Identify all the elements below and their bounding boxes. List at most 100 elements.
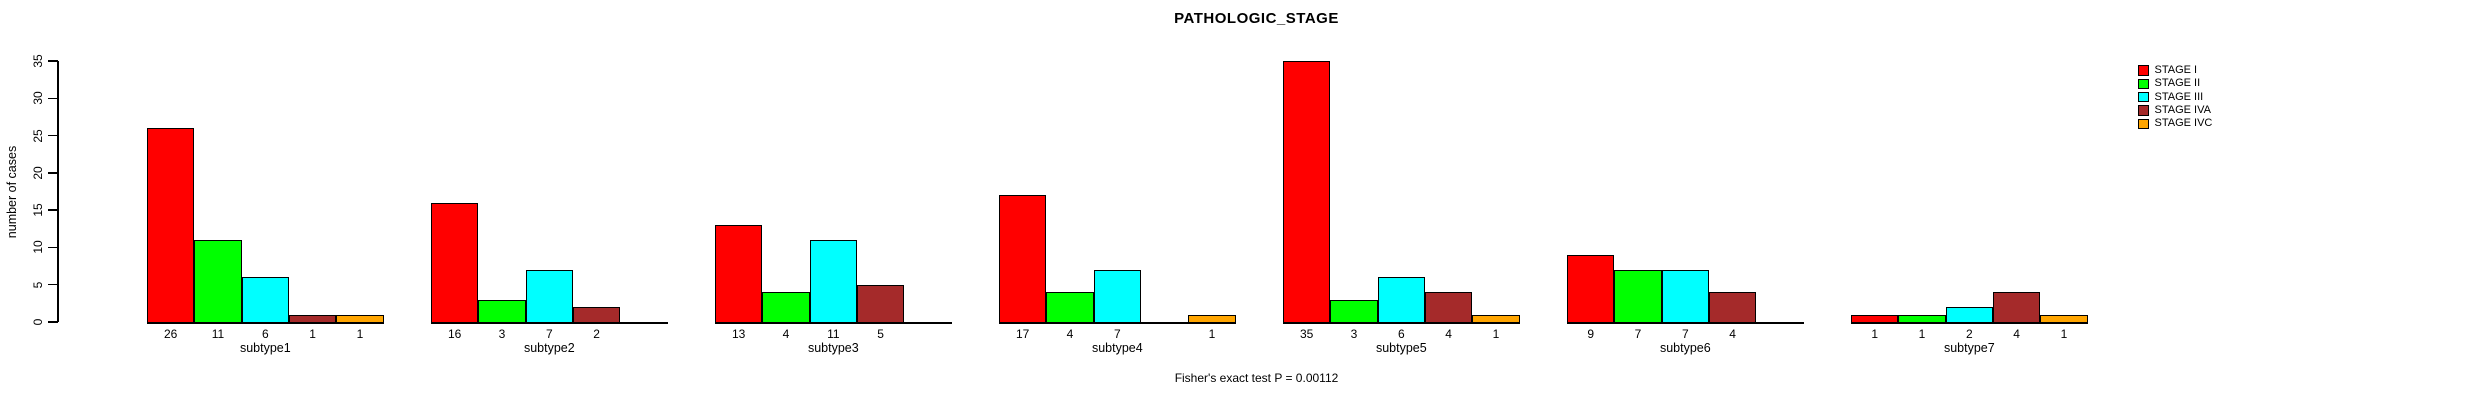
stage-i-swatch bbox=[2138, 65, 2149, 76]
bar-subtype7-stage-i bbox=[1851, 314, 1899, 324]
y-tick-label: 30 bbox=[31, 91, 45, 105]
bar-subtype7-stage-iva bbox=[1992, 292, 2041, 324]
category-label: subtype4 bbox=[1091, 341, 1143, 355]
bar-value-label: 7 bbox=[1634, 327, 1642, 341]
stage-iii-swatch bbox=[2138, 91, 2149, 103]
bar-subtype1-stage-ii bbox=[194, 239, 242, 324]
bar-subtype4-stage-ii bbox=[1046, 292, 1094, 324]
bar-subtype2-stage-iii bbox=[525, 269, 573, 324]
bar-subtype4-stage-ivc bbox=[1188, 314, 1236, 324]
bar-value-label: 1 bbox=[1871, 327, 1878, 341]
y-tick-label: 35 bbox=[31, 54, 45, 68]
legend-item: STAGE I bbox=[2138, 64, 2212, 77]
y-tick-label: 5 bbox=[31, 281, 45, 289]
y-tick bbox=[48, 60, 58, 62]
bar-subtype3-stage-i bbox=[715, 225, 763, 324]
bar-subtype6-stage-i bbox=[1567, 254, 1615, 324]
bar-subtype1-stage-iva bbox=[288, 314, 337, 324]
y-axis-line bbox=[57, 61, 59, 322]
bar-subtype5-stage-i bbox=[1283, 61, 1331, 324]
legend-label: STAGE IVC bbox=[2154, 117, 2213, 130]
bar-subtype5-stage-ivc bbox=[1472, 314, 1520, 324]
y-tick bbox=[48, 172, 58, 174]
category-label: subtype3 bbox=[807, 341, 859, 355]
bar-value-label: 1 bbox=[309, 327, 316, 341]
y-tick-label: 20 bbox=[31, 166, 45, 180]
bar-subtype6-stage-iii bbox=[1661, 269, 1709, 324]
bar-value-label: 7 bbox=[545, 327, 553, 341]
bar-value-label: 1 bbox=[1492, 327, 1500, 341]
legend-item: STAGE IVA bbox=[2138, 104, 2212, 117]
bar-value-label: 4 bbox=[1066, 327, 1074, 341]
bar-value-label: 17 bbox=[1015, 327, 1030, 341]
category-label: subtype7 bbox=[1943, 341, 1995, 355]
bar-value-label: 13 bbox=[731, 327, 746, 341]
category-label: subtype5 bbox=[1375, 341, 1427, 355]
bar-value-label: 6 bbox=[261, 327, 269, 341]
bar-value-label: 3 bbox=[1350, 327, 1358, 341]
bar-value-label: 3 bbox=[498, 327, 506, 341]
y-tick-label: 10 bbox=[31, 240, 45, 255]
bar-value-label: 16 bbox=[447, 327, 462, 341]
chart-title: PATHOLOGIC_STAGE bbox=[1174, 10, 1339, 27]
bar-subtype3-stage-iii bbox=[809, 239, 857, 324]
y-tick-label: 15 bbox=[31, 203, 45, 217]
bar-value-label: 6 bbox=[1397, 327, 1405, 341]
stage-iva-swatch bbox=[2138, 105, 2149, 116]
y-tick bbox=[48, 283, 58, 286]
bar-value-label: 1 bbox=[356, 327, 364, 341]
y-tick bbox=[48, 246, 58, 249]
y-tick-label: 25 bbox=[31, 128, 45, 143]
bar-subtype7-stage-iii bbox=[1945, 307, 1993, 324]
bar-value-label: 4 bbox=[1729, 327, 1736, 341]
fisher-test-annotation: Fisher's exact test P = 0.00112 bbox=[1174, 371, 1339, 385]
y-tick bbox=[48, 134, 58, 137]
stage-ivc-swatch bbox=[2138, 118, 2149, 130]
legend-label: STAGE III bbox=[2154, 90, 2204, 103]
bar-subtype1-stage-ivc bbox=[336, 314, 384, 324]
bar-value-label: 1 bbox=[1918, 327, 1926, 341]
bar-value-label: 7 bbox=[1113, 327, 1121, 341]
category-label: subtype1 bbox=[239, 341, 291, 355]
bar-subtype2-stage-iva bbox=[572, 307, 621, 324]
legend-item: STAGE III bbox=[2138, 91, 2212, 104]
y-axis-label: number of cases bbox=[5, 145, 19, 239]
bar-value-label: 2 bbox=[1965, 327, 1973, 341]
bar-value-label: 11 bbox=[211, 327, 225, 341]
bar-value-label: 4 bbox=[782, 327, 790, 341]
bar-subtype4-stage-iii bbox=[1093, 269, 1141, 324]
bar-value-label: 1 bbox=[2060, 327, 2068, 341]
bar-value-label: 11 bbox=[827, 327, 840, 341]
y-tick-label: 0 bbox=[31, 318, 45, 326]
bar-value-label: 1 bbox=[1208, 327, 1216, 341]
bar-value-label: 26 bbox=[163, 327, 178, 341]
legend-label: STAGE I bbox=[2154, 64, 2198, 77]
bar-value-label: 5 bbox=[877, 327, 884, 341]
category-label: subtype2 bbox=[523, 341, 575, 355]
bar-value-label: 35 bbox=[1299, 327, 1314, 341]
bar-value-label: 4 bbox=[1445, 327, 1452, 341]
bar-value-label: 7 bbox=[1681, 327, 1689, 341]
bar-subtype5-stage-iii bbox=[1377, 277, 1425, 324]
y-tick bbox=[48, 97, 58, 100]
bar-subtype6-stage-ii bbox=[1614, 269, 1662, 324]
bar-subtype3-stage-iva bbox=[856, 284, 905, 324]
legend-label: STAGE IVA bbox=[2154, 104, 2211, 117]
bar-subtype3-stage-ii bbox=[762, 292, 810, 324]
y-tick bbox=[48, 321, 58, 323]
legend-item: STAGE IVC bbox=[2138, 117, 2212, 130]
stage-ii-swatch bbox=[2138, 78, 2149, 90]
bar-subtype5-stage-ii bbox=[1330, 299, 1378, 324]
bar-subtype4-stage-i bbox=[999, 195, 1047, 324]
bar-subtype2-stage-ii bbox=[478, 299, 526, 324]
bar-subtype7-stage-ivc bbox=[2040, 314, 2088, 324]
legend-label: STAGE II bbox=[2154, 77, 2201, 90]
y-tick bbox=[48, 209, 58, 211]
category-label: subtype6 bbox=[1659, 341, 1711, 355]
bar-subtype1-stage-i bbox=[147, 128, 195, 324]
legend: STAGE I STAGE II STAGE III STAGE IVA STAGE I… bbox=[2138, 64, 2212, 130]
bar-value-label: 9 bbox=[1587, 327, 1594, 341]
bar-value-label: 4 bbox=[2013, 327, 2020, 341]
bar-subtype6-stage-iva bbox=[1708, 292, 1757, 324]
